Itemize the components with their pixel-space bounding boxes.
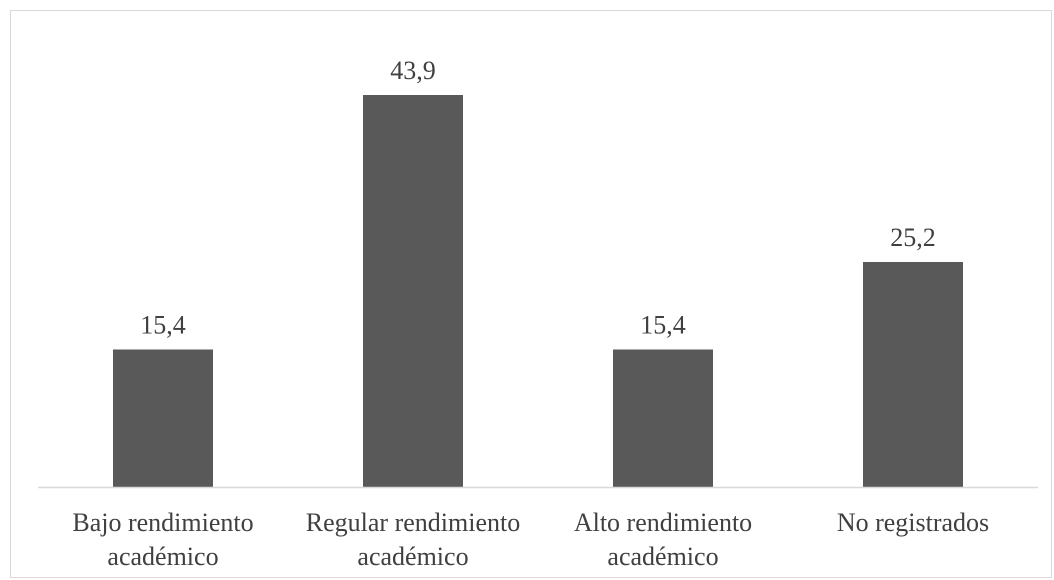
bar-4 <box>863 261 963 487</box>
category-label-line: académico <box>107 542 218 571</box>
bars-layer <box>113 95 963 487</box>
category-label-line: Bajo rendimiento <box>72 508 253 537</box>
data-label-1: 15,4 <box>140 310 186 339</box>
category-label-1: Bajo rendimiento académico <box>72 508 253 571</box>
category-label-line: académico <box>357 542 468 571</box>
category-label-line: Regular rendimiento <box>306 508 520 537</box>
category-label-line: académico <box>607 542 718 571</box>
data-labels-layer: 15,4 43,9 15,4 25,2 <box>140 56 936 339</box>
category-label-3: Alto rendimiento académico <box>574 508 752 571</box>
category-label-2: Regular rendimiento académico <box>306 508 520 571</box>
category-label-4: No registrados <box>837 508 989 537</box>
category-label-line: Alto rendimiento <box>574 508 752 537</box>
data-label-2: 43,9 <box>390 56 436 85</box>
data-label-3: 15,4 <box>640 310 686 339</box>
category-label-line: No registrados <box>837 508 989 537</box>
data-label-4: 25,2 <box>890 223 936 252</box>
bar-1 <box>113 349 213 487</box>
bar-3 <box>613 349 713 487</box>
bar-2 <box>363 95 463 487</box>
